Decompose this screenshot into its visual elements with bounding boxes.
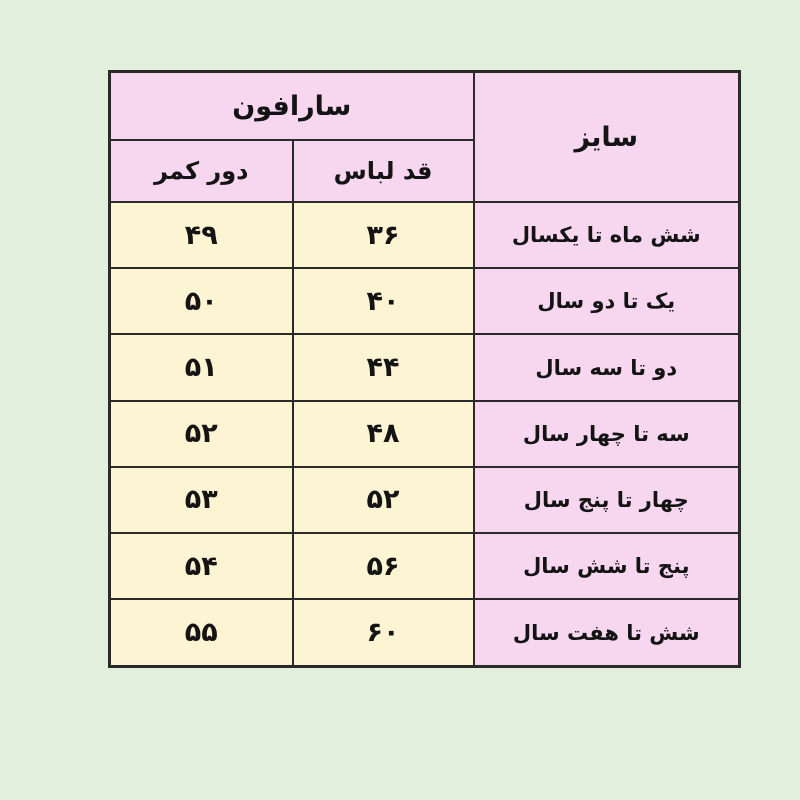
size-range-cell: یک تا دو سال bbox=[472, 267, 741, 336]
header-row-measures: قد لباس دور کمر bbox=[108, 139, 740, 203]
waist-cell: ۵۰ bbox=[108, 267, 294, 336]
dress-length-cell: ۵۶ bbox=[291, 532, 475, 601]
column-header-dress-length: قد لباس bbox=[291, 139, 475, 203]
waist-cell: ۵۱ bbox=[108, 333, 294, 402]
table-row: پنج تا شش سال ۵۶ ۵۴ bbox=[108, 532, 741, 601]
dress-length-cell: ۶۰ bbox=[291, 598, 475, 668]
table-row: چهار تا پنج سال ۵۲ ۵۳ bbox=[108, 465, 741, 535]
table-row: شش تا هفت سال ۶۰ ۵۵ bbox=[108, 598, 741, 668]
dress-length-cell: ۵۲ bbox=[291, 465, 475, 535]
dress-length-cell: ۴۸ bbox=[291, 399, 475, 468]
size-range-cell: دو تا سه سال bbox=[472, 333, 741, 402]
dress-length-cell: ۴۴ bbox=[291, 333, 475, 402]
size-range-cell: سه تا چهار سال bbox=[472, 399, 741, 468]
table-row: دو تا سه سال ۴۴ ۵۱ bbox=[108, 333, 741, 402]
table-row: یک تا دو سال ۴۰ ۵۰ bbox=[108, 267, 741, 336]
header-row-group: سایز سارافون bbox=[108, 70, 741, 203]
size-range-cell: شش تا هفت سال bbox=[472, 598, 741, 668]
table-row: سه تا چهار سال ۴۸ ۵۲ bbox=[108, 399, 741, 468]
waist-cell: ۵۲ bbox=[108, 399, 294, 468]
size-chart-table: سایز سارافون قد لباس دور کمر شش ماه تا ی… bbox=[108, 70, 742, 668]
dress-length-cell: ۴۰ bbox=[291, 267, 475, 336]
size-range-cell: پنج تا شش سال bbox=[472, 532, 741, 601]
dress-length-cell: ۳۶ bbox=[291, 200, 475, 270]
size-range-cell: شش ماه تا یکسال bbox=[472, 200, 741, 270]
column-header-waist: دور کمر bbox=[108, 139, 294, 203]
table-row: شش ماه تا یکسال ۳۶ ۴۹ bbox=[108, 200, 741, 270]
waist-cell: ۵۴ bbox=[108, 532, 294, 601]
waist-cell: ۵۳ bbox=[108, 465, 294, 535]
waist-cell: ۴۹ bbox=[108, 200, 294, 270]
column-header-size: سایز bbox=[472, 70, 741, 203]
size-range-cell: چهار تا پنج سال bbox=[472, 465, 741, 535]
column-group-header-sarafon: سارافون bbox=[108, 70, 475, 141]
waist-cell: ۵۵ bbox=[108, 598, 294, 668]
